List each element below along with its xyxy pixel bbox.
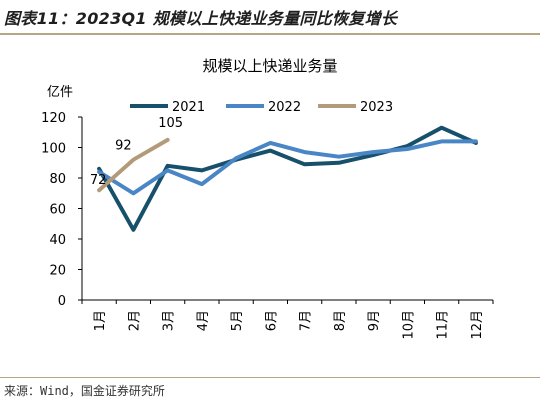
y-tick-label-4: 80 xyxy=(49,172,66,187)
x-tick-label-11: 12月 xyxy=(470,310,485,340)
series-line-2023 xyxy=(97,137,170,193)
legend-label-2021: 2021 xyxy=(172,100,205,115)
x-tick-label-3: 4月 xyxy=(196,310,211,331)
y-axis-unit: 亿件 xyxy=(47,85,73,100)
x-tick-label-0: 1月 xyxy=(93,310,108,331)
y-tick-label-3: 60 xyxy=(49,203,66,218)
x-tick-label-5: 6月 xyxy=(264,310,279,331)
y-tick-label-0: 0 xyxy=(58,294,66,309)
footer-divider xyxy=(0,377,540,378)
x-tick-label-2: 3月 xyxy=(162,310,177,331)
y-tick-label-1: 20 xyxy=(49,264,66,279)
x-tick-label-10: 11月 xyxy=(436,310,451,340)
source-note: 来源：Wind，国金证券研究所 xyxy=(4,384,165,398)
figure-header: 图表11：2023Q1 规模以上快递业务量同比恢复增长 xyxy=(0,0,540,35)
x-tick-label-8: 9月 xyxy=(367,310,382,331)
x-tick-label-1: 2月 xyxy=(127,310,142,331)
x-tick-label-7: 8月 xyxy=(333,310,348,331)
chart-title: 规模以上快递业务量 xyxy=(202,57,337,75)
x-tick-label-9: 10月 xyxy=(401,310,416,340)
data-label-2023-0: 72 xyxy=(90,173,107,188)
y-tick-label-5: 100 xyxy=(41,142,66,157)
y-tick-label-2: 40 xyxy=(49,233,66,248)
legend-label-2023: 2023 xyxy=(360,100,393,115)
y-tick-label-6: 120 xyxy=(41,111,66,126)
legend-label-2022: 2022 xyxy=(268,100,301,115)
x-tick-label-4: 5月 xyxy=(230,310,245,331)
x-tick-label-6: 7月 xyxy=(299,310,314,331)
data-label-2023-2: 105 xyxy=(158,116,183,131)
chart-area: 规模以上快递业务量亿件 0 20 40 60 80 100 120 1月 2月 3月 4月 5月 6月 7月… xyxy=(0,36,540,374)
series-line-2022 xyxy=(97,139,478,196)
header-divider xyxy=(0,33,540,35)
figure-caption: 图表11：2023Q1 规模以上快递业务量同比恢复增长 xyxy=(4,9,398,28)
data-label-2023-1: 92 xyxy=(115,139,132,154)
